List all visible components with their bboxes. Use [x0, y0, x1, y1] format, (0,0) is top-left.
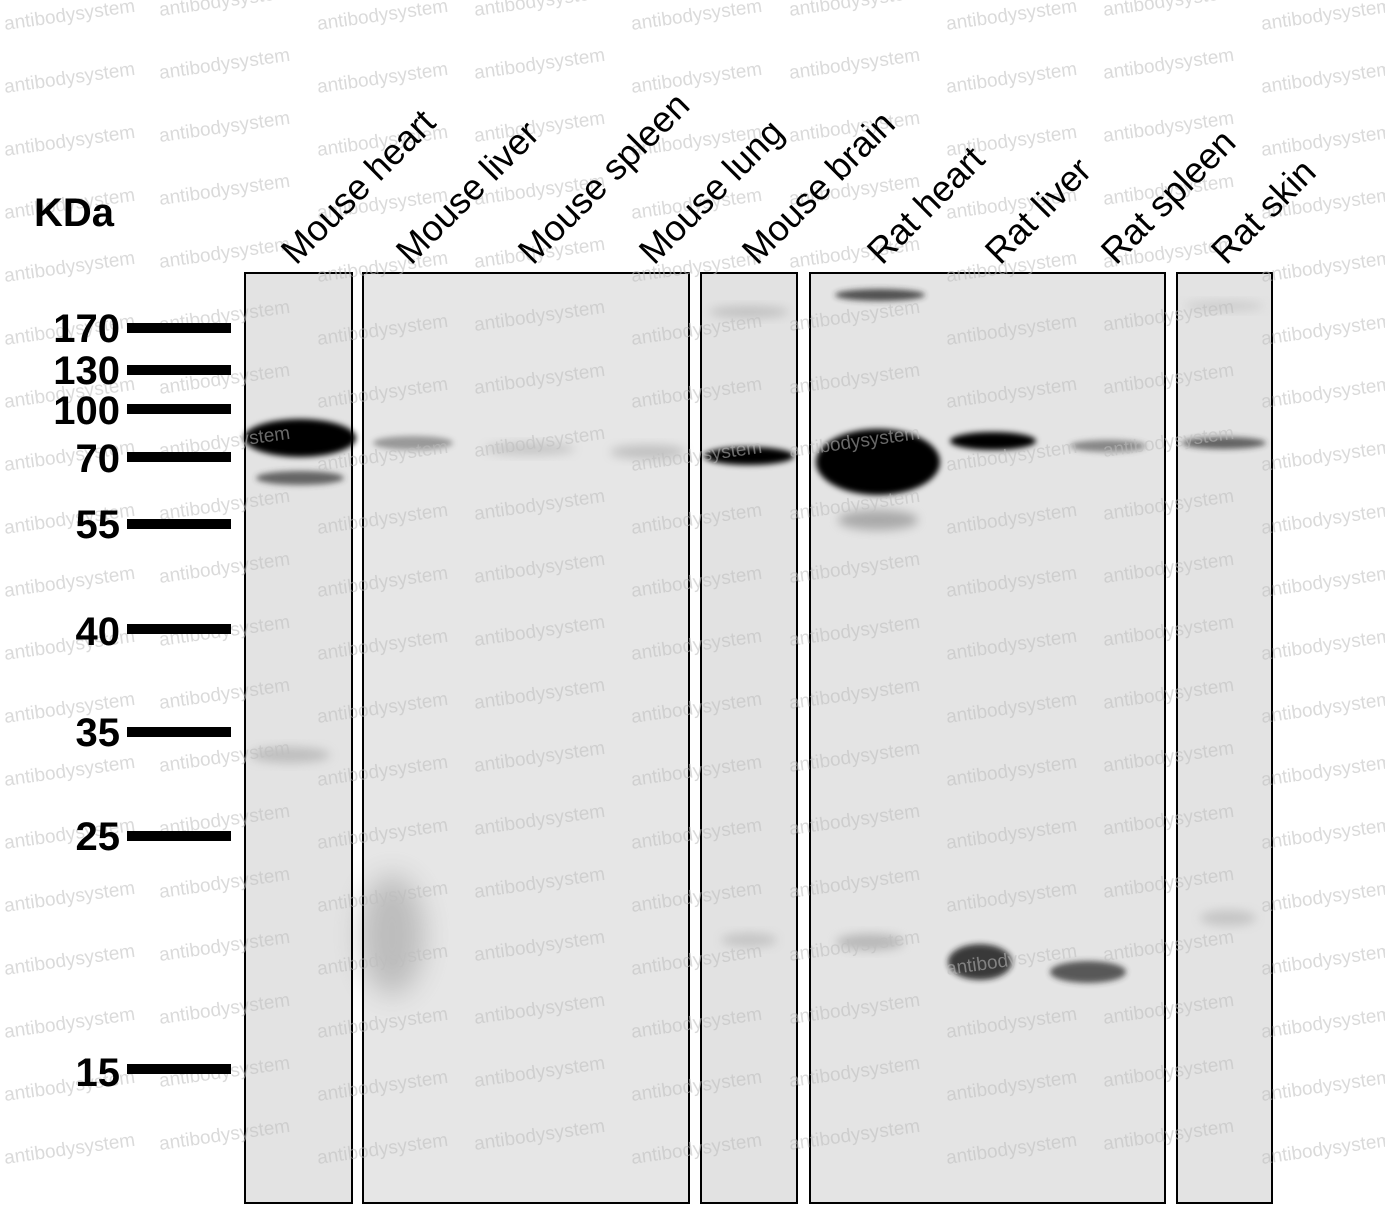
watermark-text: antibodysystem [1260, 752, 1385, 791]
band-mouse-heart-faint [250, 747, 330, 763]
watermark-text: antibodysystem [1260, 1004, 1385, 1043]
marker-ladder: 170 130 100 70 55 40 35 25 15 [53, 307, 231, 1095]
panel-2-frame [362, 272, 690, 1204]
watermark-text: antibodysystem [788, 45, 922, 84]
band-mouse-lung [610, 445, 686, 459]
band-rat-spleen-low-mw [1050, 961, 1126, 983]
watermark-text: antibodysystem [473, 0, 607, 21]
panel-5-frame [1176, 272, 1273, 1204]
band-rat-liver-low-mw [948, 944, 1012, 980]
watermark-text: antibodysystem [1260, 500, 1385, 539]
watermark-text: antibodysystem [1260, 248, 1385, 287]
band-rat-skin-top [1184, 301, 1264, 311]
marker-bar-130 [127, 365, 231, 375]
marker-label-55: 55 [76, 503, 121, 547]
panel-3-frame [700, 272, 798, 1204]
marker-bar-55 [127, 519, 231, 529]
watermark-text: antibodysystem [630, 0, 764, 35]
watermark-text: antibodysystem [1260, 59, 1385, 98]
watermark-text: antibodysystem [1260, 689, 1385, 728]
band-rat-skin-low-mw [1200, 910, 1256, 926]
watermark-text: antibodysystem [1260, 1067, 1385, 1106]
marker-label-70: 70 [76, 437, 121, 481]
marker-label-100: 100 [53, 389, 120, 433]
band-rat-liver-main [950, 432, 1036, 450]
unit-label: KDa [34, 191, 115, 235]
watermark-text: antibodysystem [473, 45, 607, 84]
watermark-text: antibodysystem [1260, 0, 1385, 35]
watermark-text: antibodysystem [158, 108, 292, 147]
watermark-text: antibodysystem [1102, 45, 1236, 84]
marker-bar-170 [127, 323, 231, 333]
membrane-panels [245, 273, 1272, 1203]
watermark-text: antibodysystem [1260, 1130, 1385, 1169]
watermark-text: antibodysystem [158, 45, 292, 84]
watermark-text: antibodysystem [1260, 374, 1385, 413]
marker-bar-35 [127, 727, 231, 737]
watermark-text: antibodysystem [3, 563, 137, 602]
watermark-text: antibodysystem [945, 0, 1079, 35]
band-mouse-heart-lower [256, 471, 344, 485]
band-mouse-liver [373, 436, 453, 450]
band-rat-spleen-main [1070, 440, 1146, 452]
watermark-text: antibodysystem [158, 0, 292, 21]
panel-2-background [363, 273, 689, 1203]
watermark-text: antibodysystem [3, 1130, 137, 1169]
band-rat-heart-lower [838, 510, 918, 530]
panel-4-background [810, 273, 1165, 1203]
watermark-text: antibodysystem [3, 122, 137, 161]
marker-bar-70 [127, 452, 231, 462]
watermark-text: antibodysystem [945, 59, 1079, 98]
watermark-text: antibodysystem [630, 59, 764, 98]
watermark-text: antibodysystem [1260, 437, 1385, 476]
watermark-text: antibodysystem [1102, 0, 1236, 21]
band-mouse-spleen [485, 443, 575, 455]
panel-5-background [1177, 273, 1272, 1203]
band-rat-skin-main [1182, 437, 1266, 449]
band-rat-heart-top [835, 289, 925, 301]
panel-1-frame [244, 272, 353, 1204]
watermark-text: antibodysystem [158, 171, 292, 210]
marker-label-35: 35 [76, 711, 121, 755]
band-mouse-brain-lower [721, 933, 777, 947]
watermark-text: antibodysystem [1260, 563, 1385, 602]
marker-bar-15 [127, 1064, 231, 1074]
marker-label-40: 40 [76, 610, 121, 654]
panel-4-frame [809, 272, 1166, 1204]
marker-label-170: 170 [53, 307, 120, 351]
watermark-text: antibodysystem [1260, 311, 1385, 350]
marker-bar-40 [127, 624, 231, 634]
band-mouse-brain-main [704, 447, 794, 465]
panel-frames [244, 272, 1273, 1204]
watermark-text: antibodysystem [158, 234, 292, 273]
band-rat-heart-main [816, 429, 940, 495]
watermark-text: antibodysystem [1260, 122, 1385, 161]
band-rat-heart-low-mw [836, 934, 904, 950]
watermark-text: antibodysystem [1260, 626, 1385, 665]
watermark-text: antibodysystem [3, 878, 137, 917]
panel-3-background [701, 273, 797, 1203]
watermark-text: antibodysystem [3, 752, 137, 791]
watermark-text: antibodysystem [3, 941, 137, 980]
marker-bar-100 [127, 404, 231, 414]
marker-bar-25 [127, 831, 231, 841]
marker-label-15: 15 [76, 1051, 121, 1095]
watermark-text: antibodysystem [3, 248, 137, 287]
smear-mouse-liver [360, 875, 424, 995]
watermark-text: antibodysystem [3, 59, 137, 98]
watermark-text: antibodysystem [316, 59, 450, 98]
band-mouse-heart-main [244, 419, 356, 457]
marker-label-25: 25 [76, 815, 121, 859]
watermark-text: antibodysystem [316, 0, 450, 35]
watermark-text: antibodysystem [788, 0, 922, 21]
watermark-text: antibodysystem [1260, 878, 1385, 917]
watermark-text: antibodysystem [3, 0, 137, 35]
protein-bands [244, 289, 1266, 995]
marker-label-130: 130 [53, 349, 120, 393]
band-mouse-brain-top [709, 306, 789, 318]
watermark-text: antibodysystem [1260, 815, 1385, 854]
watermark-text: antibodysystem [3, 1004, 137, 1043]
watermark-text: antibodysystem [1260, 941, 1385, 980]
